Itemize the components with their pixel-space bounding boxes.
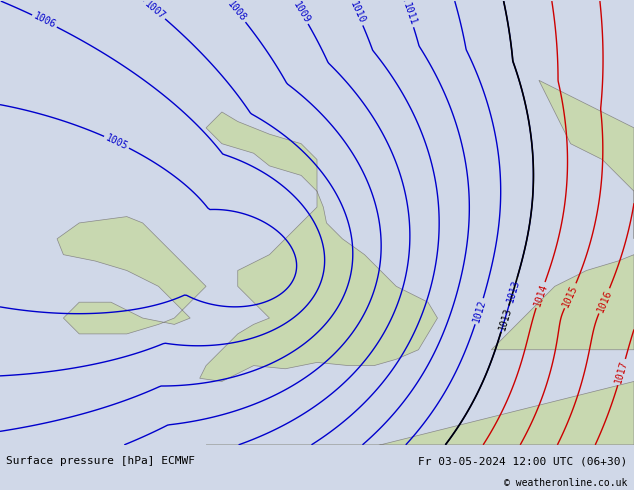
Text: 1010: 1010 xyxy=(348,0,366,25)
Text: 1015: 1015 xyxy=(561,283,580,309)
Text: 1012: 1012 xyxy=(471,298,488,324)
Text: 1013: 1013 xyxy=(505,278,522,303)
Text: 1009: 1009 xyxy=(291,0,311,25)
Text: 1007: 1007 xyxy=(143,0,167,22)
Polygon shape xyxy=(57,217,206,334)
Text: 1014: 1014 xyxy=(532,282,549,308)
Text: Surface pressure [hPa] ECMWF: Surface pressure [hPa] ECMWF xyxy=(6,456,195,466)
Polygon shape xyxy=(206,381,634,461)
Text: 1017: 1017 xyxy=(614,360,630,385)
Text: 1008: 1008 xyxy=(226,0,248,24)
Text: 1011: 1011 xyxy=(401,1,418,27)
Text: 1013: 1013 xyxy=(497,306,513,331)
Text: 1006: 1006 xyxy=(32,11,57,30)
Text: Fr 03-05-2024 12:00 UTC (06+30): Fr 03-05-2024 12:00 UTC (06+30) xyxy=(418,456,628,466)
Polygon shape xyxy=(491,255,634,350)
Text: 1005: 1005 xyxy=(104,132,129,151)
Polygon shape xyxy=(200,112,437,381)
Text: 1016: 1016 xyxy=(595,288,613,314)
Text: © weatheronline.co.uk: © weatheronline.co.uk xyxy=(504,478,628,489)
Polygon shape xyxy=(539,80,634,239)
